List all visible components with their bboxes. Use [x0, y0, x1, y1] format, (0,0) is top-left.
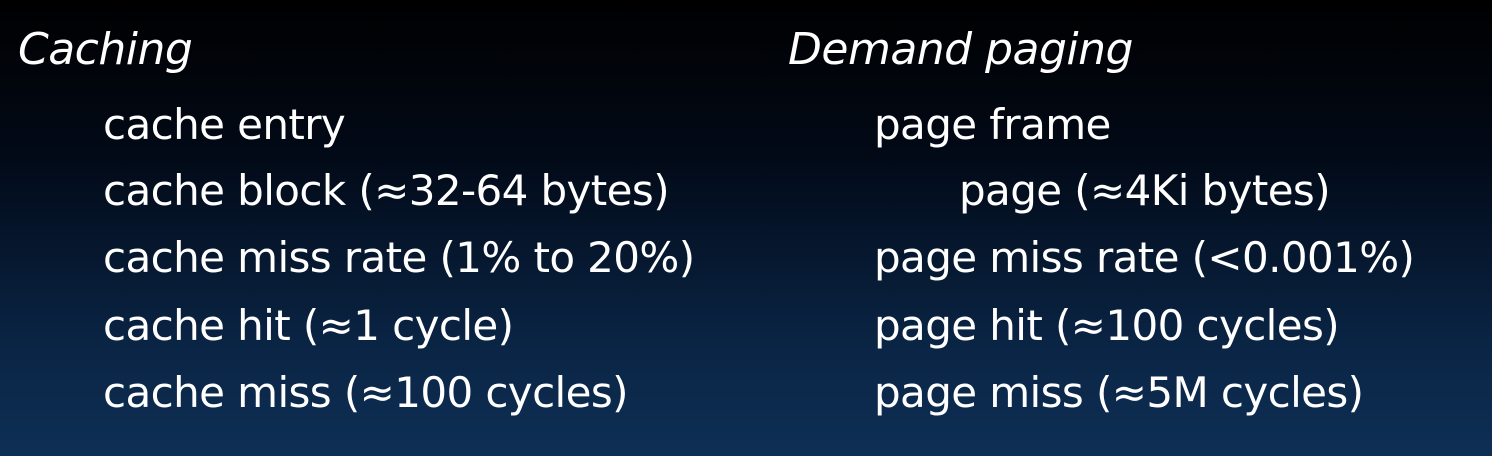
- caching-item-cache-block: cache block (≈32-64 bytes): [103, 166, 670, 215]
- paging-item-page-frame: page frame: [874, 100, 1111, 149]
- caching-item-cache-miss: cache miss (≈100 cycles): [103, 368, 629, 417]
- paging-item-page-miss-rate: page miss rate (<0.001%): [874, 233, 1415, 282]
- caching-item-cache-miss-rate: cache miss rate (1% to 20%): [103, 233, 695, 282]
- caching-item-cache-entry: cache entry: [103, 100, 346, 149]
- paging-item-page-hit: page hit (≈100 cycles): [874, 301, 1340, 350]
- caching-heading: Caching: [18, 24, 193, 75]
- demand-paging-heading: Demand paging: [788, 24, 1133, 75]
- paging-item-page: page (≈4Ki bytes): [959, 166, 1331, 215]
- paging-item-page-miss: page miss (≈5M cycles): [874, 368, 1364, 417]
- caching-item-cache-hit: cache hit (≈1 cycle): [103, 301, 514, 350]
- caching-column: Caching cache entry cache block (≈32-64 …: [0, 0, 760, 456]
